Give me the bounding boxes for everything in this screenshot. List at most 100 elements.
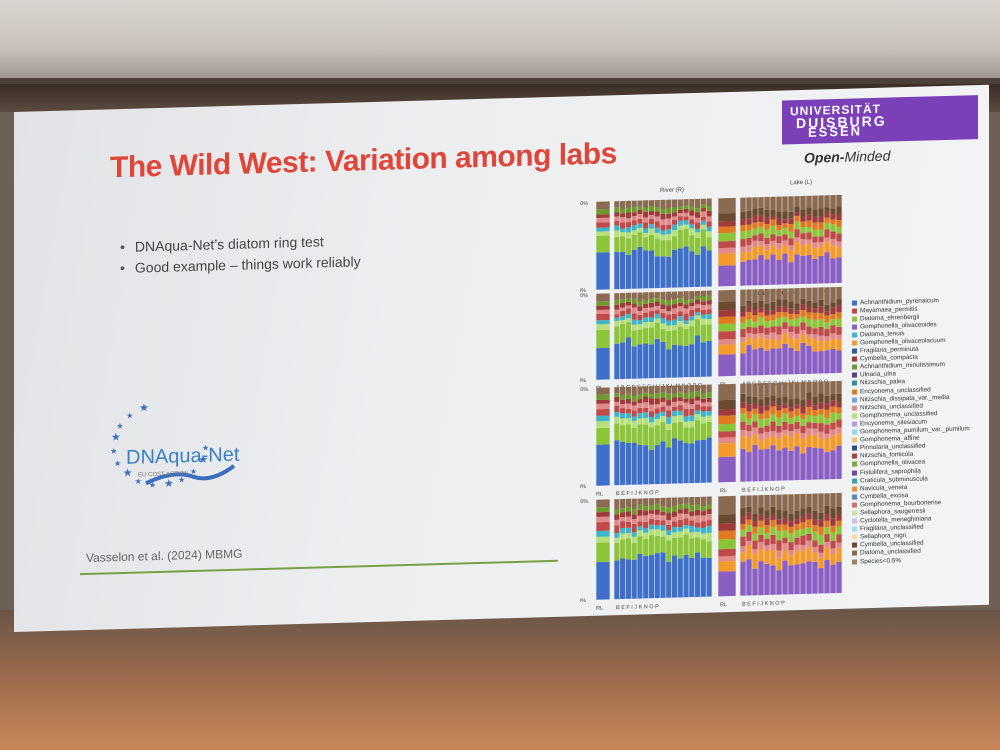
bar-segment bbox=[758, 197, 764, 208]
bar-segment bbox=[794, 211, 800, 217]
bar-segment bbox=[695, 290, 701, 297]
bar-segment bbox=[794, 523, 800, 531]
bar-segment bbox=[648, 211, 655, 216]
bar-segment bbox=[818, 512, 824, 520]
bar-segment bbox=[706, 237, 712, 251]
bar-segment bbox=[648, 513, 655, 519]
bar-segment bbox=[637, 398, 643, 404]
bar-segment bbox=[746, 525, 752, 532]
bar-segment bbox=[596, 313, 610, 321]
bar-segment bbox=[836, 219, 842, 228]
bar-segment bbox=[806, 513, 812, 520]
bar-segment bbox=[718, 530, 736, 540]
bar-segment bbox=[660, 392, 666, 398]
bar-segment bbox=[718, 240, 736, 249]
bar-segment bbox=[782, 299, 788, 307]
bar-segment bbox=[689, 421, 695, 428]
bar-segment bbox=[830, 394, 836, 401]
bar-segment bbox=[643, 222, 649, 229]
bar-segment bbox=[782, 560, 788, 595]
bar-segment bbox=[671, 438, 678, 484]
bar-segment bbox=[836, 548, 842, 562]
bar-segment bbox=[806, 435, 812, 448]
bar-segment bbox=[643, 228, 649, 233]
bar-segment bbox=[666, 447, 672, 484]
bar-segment bbox=[643, 317, 649, 323]
bar-segment bbox=[620, 342, 626, 380]
bar-segment bbox=[782, 196, 788, 212]
bar-segment bbox=[764, 532, 770, 539]
bar-segment bbox=[776, 243, 782, 249]
bar-segment bbox=[836, 326, 842, 335]
bar-segment bbox=[660, 406, 666, 412]
bar-segment bbox=[706, 300, 712, 305]
bar-segment bbox=[718, 495, 736, 515]
bar-segment bbox=[800, 418, 806, 426]
bar-segment bbox=[614, 216, 620, 222]
bar-segment bbox=[836, 427, 842, 434]
bar-segment bbox=[700, 301, 706, 306]
bar-segment bbox=[718, 571, 736, 597]
bar-segment bbox=[764, 524, 770, 533]
bar-segment bbox=[770, 320, 776, 327]
bar-segment bbox=[677, 225, 683, 231]
bar-segment bbox=[794, 544, 800, 551]
bar-segment bbox=[689, 505, 695, 512]
bar-segment bbox=[677, 206, 683, 210]
bar-segment bbox=[625, 301, 631, 306]
bar-segment bbox=[637, 324, 643, 330]
bar-segment bbox=[770, 301, 776, 311]
bar-segment bbox=[648, 292, 655, 299]
bar-segment bbox=[671, 526, 678, 533]
bar-segment bbox=[637, 403, 643, 409]
bar-segment bbox=[758, 427, 764, 434]
bar-segment bbox=[746, 506, 752, 513]
bar-segment bbox=[660, 341, 666, 378]
bar-segment bbox=[824, 322, 830, 330]
bar-segment bbox=[718, 522, 736, 531]
bar-segment bbox=[631, 559, 637, 599]
bar-segment bbox=[824, 533, 830, 543]
bar-segment bbox=[637, 301, 643, 307]
bar-segment bbox=[836, 402, 842, 408]
bar-segment bbox=[806, 337, 812, 346]
bar-segment bbox=[794, 382, 800, 399]
bar-segment bbox=[660, 291, 666, 300]
ceiling bbox=[0, 0, 1000, 80]
bar-segment bbox=[671, 511, 678, 517]
bar-segment bbox=[596, 415, 610, 422]
bar-segment bbox=[677, 311, 683, 317]
bar-segment bbox=[776, 259, 782, 285]
bar-segment bbox=[836, 492, 842, 508]
bar-segment bbox=[620, 323, 626, 343]
bar-segment bbox=[648, 416, 655, 423]
bar-segment bbox=[794, 237, 800, 243]
bar-segment bbox=[776, 288, 782, 300]
bar-segment bbox=[770, 506, 776, 515]
bar-segment bbox=[746, 430, 752, 438]
bar-segment bbox=[752, 414, 758, 422]
bar-segment bbox=[648, 427, 655, 450]
bar-segment bbox=[812, 416, 818, 423]
bar-segment bbox=[666, 199, 672, 208]
bar-segment bbox=[631, 319, 637, 325]
bar-segment bbox=[782, 403, 788, 409]
bar-segment bbox=[706, 496, 712, 505]
bar-segment bbox=[596, 222, 610, 228]
bar-segment bbox=[706, 513, 712, 521]
bar-segment bbox=[824, 520, 830, 528]
bar-segment bbox=[625, 313, 631, 319]
bar-segment bbox=[695, 396, 701, 401]
bar-segment bbox=[788, 288, 794, 302]
bar-segment bbox=[770, 209, 776, 216]
slide-title: The Wild West: Variation among labs bbox=[110, 137, 617, 185]
bar-segment bbox=[758, 245, 764, 256]
bar-segment bbox=[631, 303, 637, 308]
bar-segment bbox=[700, 496, 706, 507]
bar-segment bbox=[764, 315, 770, 322]
bar-segment bbox=[695, 440, 701, 483]
bar-segment bbox=[770, 254, 776, 285]
bar-segment bbox=[782, 240, 788, 246]
bar-segment bbox=[695, 414, 701, 421]
bar-segment bbox=[752, 526, 758, 534]
